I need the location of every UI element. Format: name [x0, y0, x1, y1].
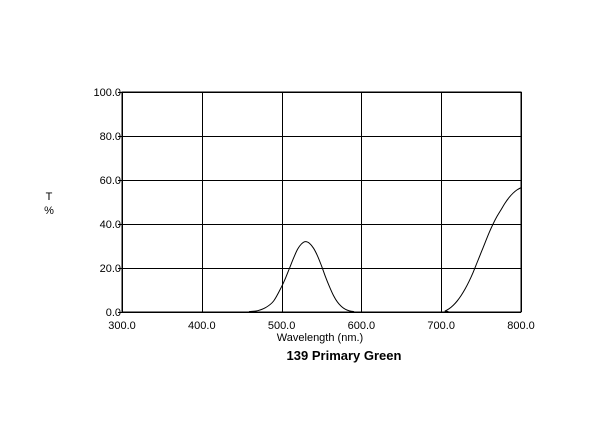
y-tick-label: 0.0 [106, 307, 121, 319]
plot-frame [121, 91, 522, 313]
x-tick-label: 300.0 [108, 320, 136, 332]
y-tick-label: 40.0 [100, 219, 121, 231]
x-tick-label: 800.0 [507, 320, 535, 332]
y-tick-labels: 0.0 20.0 40.0 60.0 80.0 100.0 [93, 87, 121, 319]
y-tick-label: 60.0 [100, 175, 121, 187]
x-tick-label: 600.0 [348, 320, 376, 332]
y-tick-label: 80.0 [100, 131, 121, 143]
x-tick-label: 400.0 [188, 320, 216, 332]
grid-layer [118, 92, 522, 313]
x-axis-label: Wavelength (nm.) [277, 332, 363, 344]
x-tick-labels: 300.0 400.0 500.0 600.0 700.0 800.0 [108, 320, 535, 332]
x-tick-label: 700.0 [427, 320, 455, 332]
y-axis-label-line-2: % [44, 205, 54, 217]
transmission-curve [121, 187, 522, 313]
y-axis-label-line-1: T [46, 191, 53, 203]
x-tick-label: 500.0 [268, 320, 296, 332]
y-tick-label: 20.0 [100, 263, 121, 275]
curve-layer [121, 187, 522, 313]
chart-title: 139 Primary Green [287, 348, 402, 363]
y-tick-label: 100.0 [93, 87, 121, 99]
